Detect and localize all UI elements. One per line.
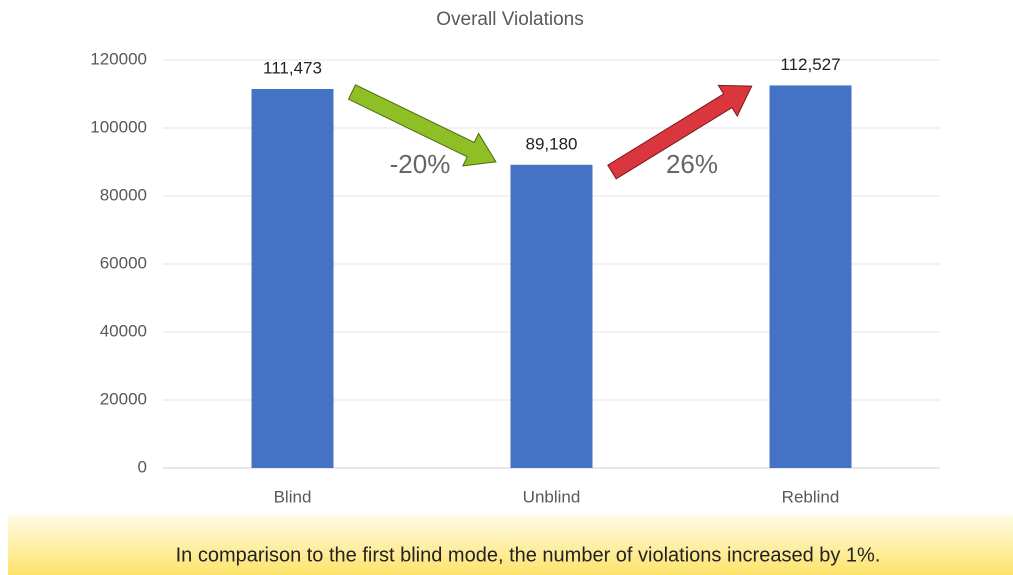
- x-tick-label: Unblind: [523, 487, 581, 506]
- y-tick-label: 60000: [100, 253, 147, 272]
- caption: In comparison to the first blind mode, t…: [176, 544, 881, 566]
- y-tick-label: 120000: [90, 49, 147, 68]
- plot: 0 20000 40000 60000 80000 100000 120000 Blind 11…: [90, 49, 940, 506]
- bar: [510, 164, 593, 468]
- value-label: 89,180: [526, 134, 578, 153]
- y-tick-label: 100000: [90, 117, 147, 136]
- bar: [769, 85, 852, 468]
- value-label: 112,527: [780, 55, 840, 74]
- y-tick-label: 40000: [100, 321, 147, 340]
- y-tick-label: 0: [138, 457, 147, 476]
- down-arrow: [347, 84, 497, 167]
- y-tick-label: 20000: [100, 389, 147, 408]
- change-label: -20%: [390, 149, 451, 179]
- x-tick-label: Blind: [274, 487, 312, 506]
- change-label: 26%: [666, 149, 718, 179]
- chart-title: Overall Violations: [436, 9, 584, 30]
- up-arrow: [607, 84, 753, 180]
- caption-band: [8, 515, 1013, 575]
- y-tick-label: 80000: [100, 185, 147, 204]
- bar: [251, 88, 334, 469]
- value-label: 111,473: [263, 58, 322, 77]
- x-tick-label: Reblind: [782, 487, 840, 506]
